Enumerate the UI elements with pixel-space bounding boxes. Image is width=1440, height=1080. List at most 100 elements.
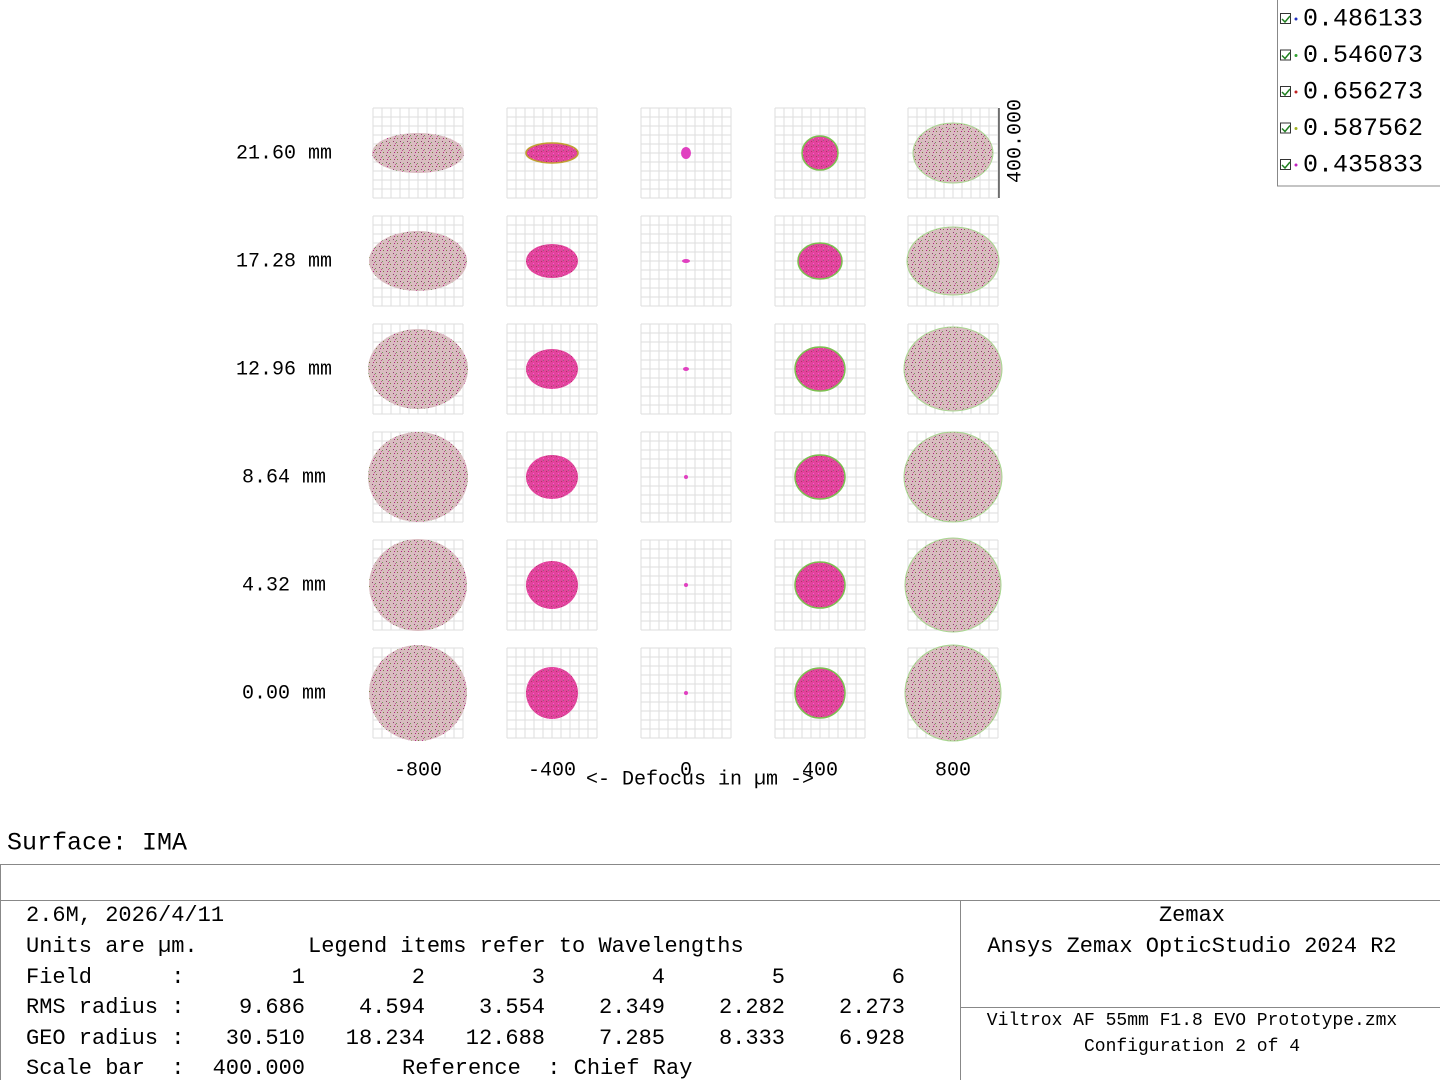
file-name: Viltrox AF 55mm F1.8 EVO Prototype.zmx (987, 1011, 1397, 1031)
legend-entry: 0.587562 (1303, 114, 1423, 143)
spot (682, 259, 690, 263)
spot (368, 329, 468, 409)
spot (526, 561, 578, 609)
spot-cell (774, 215, 866, 307)
spot (794, 454, 846, 500)
legend-check (1281, 125, 1291, 133)
axis-label: <- Defocus in µm -> (586, 768, 814, 791)
spot (794, 346, 846, 392)
scale-bar-label: 400.000 (1004, 99, 1027, 183)
surface-label: Surface: IMA (7, 829, 187, 858)
legend-check (1281, 15, 1291, 24)
spot (903, 326, 1003, 412)
configuration: Configuration 2 of 4 (1084, 1037, 1300, 1057)
legend-checkbox (1280, 122, 1291, 134)
table-value: 2.349 (599, 995, 665, 1020)
field-label: 21.60 mm (236, 142, 332, 165)
table-value: 18.234 (346, 1026, 425, 1051)
row-label: GEO radius : (26, 1026, 184, 1051)
defocus-label: -400 (528, 759, 576, 782)
spot (681, 147, 691, 159)
table-value: 2 (412, 965, 425, 990)
table-value: 7.285 (599, 1026, 665, 1051)
spot (801, 135, 839, 171)
spot (368, 432, 468, 522)
spot (797, 242, 843, 280)
defocus-label: -800 (394, 759, 442, 782)
spot-cell (506, 323, 598, 415)
defocus-label: 400 (802, 759, 838, 782)
table-value: 4.594 (359, 995, 425, 1020)
legend-swatch (1294, 127, 1298, 130)
spot (683, 367, 689, 371)
product: Ansys Zemax OpticStudio 2024 R2 (987, 934, 1396, 959)
spot-cell (506, 539, 598, 631)
table-value: 9.686 (239, 995, 305, 1020)
spot-cell (774, 107, 866, 199)
spot (372, 133, 464, 173)
field-label: 0.00 mm (242, 682, 326, 705)
spot (904, 537, 1002, 633)
legend-box (1277, 0, 1440, 187)
row-label: Scale bar : (26, 1056, 184, 1080)
legend-checkbox (1280, 49, 1291, 61)
spot-cell (506, 647, 598, 739)
legend-swatch (1294, 90, 1298, 94)
spot-cell (368, 431, 468, 523)
table-value: 5 (772, 965, 785, 990)
spot-cell (903, 323, 1003, 415)
spot-cell (640, 647, 732, 739)
spot-cell (774, 431, 866, 523)
spot-cell (369, 215, 467, 307)
table-value: 6.928 (839, 1026, 905, 1051)
table-value: 2.282 (719, 995, 785, 1020)
spot-cell (372, 107, 464, 199)
defocus-label: 0 (680, 759, 692, 782)
spot (526, 667, 578, 719)
spot (369, 539, 467, 631)
spot-grid: 21.60 mm 17.28 mm 12.96 mm 8.64 mm 4.32 mm 0.… (236, 107, 1003, 782)
spot-cell (774, 323, 866, 415)
spot (525, 142, 579, 164)
legend-note: Legend items refer to Wavelengths (308, 934, 744, 959)
spot-cell (640, 323, 732, 415)
spot-cell (904, 537, 1002, 633)
field-label: 12.96 mm (236, 358, 332, 381)
legend-entry: 0.546073 (1303, 41, 1423, 70)
defocus-label: 800 (935, 759, 971, 782)
date: 2.6M, 2026/4/11 (26, 903, 224, 928)
table-value: 12.688 (466, 1026, 545, 1051)
table-value: 30.510 (226, 1026, 305, 1051)
spot-cell (506, 107, 598, 199)
spot-cell (903, 431, 1003, 523)
legend-entry: 0.486133 (1303, 5, 1423, 34)
table-value: 4 (652, 965, 665, 990)
spot (526, 244, 578, 278)
legend-entry: 0.656273 (1303, 78, 1423, 107)
spot (794, 561, 846, 609)
spot (794, 667, 846, 719)
spot-cell (369, 645, 467, 741)
spot-cell (774, 647, 866, 739)
legend-check (1281, 88, 1291, 97)
legend-check (1281, 52, 1291, 60)
field-label: 4.32 mm (242, 574, 326, 597)
legend: 0.486133 0.546073 0.656273 0.587562 0.435833 (1280, 5, 1423, 180)
legend-swatch (1294, 163, 1298, 167)
company: Zemax (1159, 903, 1225, 928)
table-value: 8.333 (719, 1026, 785, 1051)
row-label: Field : (26, 965, 184, 990)
spot (684, 583, 688, 587)
spot (369, 231, 467, 291)
spot-cell (506, 215, 598, 307)
field-label: 17.28 mm (236, 250, 332, 273)
spot (684, 691, 688, 695)
spot-cell (369, 539, 467, 631)
spot (369, 645, 467, 741)
legend-checkbox (1280, 86, 1291, 97)
spot (526, 349, 578, 389)
spot (906, 226, 1000, 296)
table-value: 3.554 (479, 995, 545, 1020)
